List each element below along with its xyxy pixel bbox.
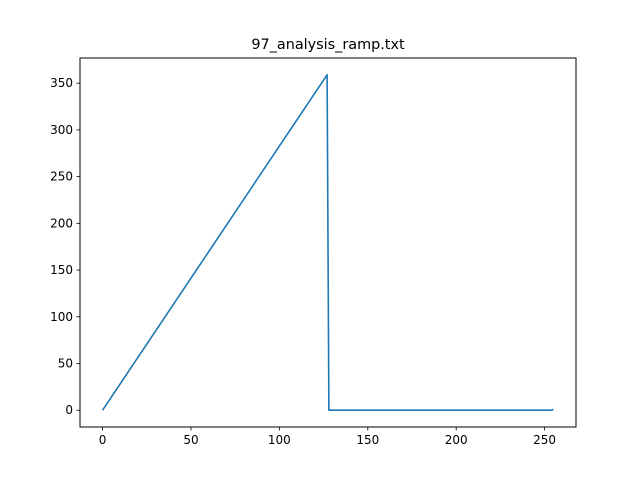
x-tick-label: 200 — [445, 433, 468, 447]
series-line — [101, 73, 554, 412]
chart-title: 97_analysis_ramp.txt — [251, 37, 405, 53]
y-tick-label: 0 — [65, 403, 73, 417]
y-tick-label: 50 — [58, 357, 73, 371]
x-tick-label: 250 — [533, 433, 556, 447]
y-tick-label: 250 — [50, 170, 73, 184]
plot-area-frame — [79, 57, 577, 428]
x-tick-label: 0 — [99, 433, 107, 447]
y-axis: 0 50 100 150 200 250 300 350 — [50, 76, 80, 417]
x-axis: 0 50 100 150 200 250 — [99, 427, 556, 447]
x-tick-label: 100 — [268, 433, 291, 447]
y-tick-label: 300 — [50, 123, 73, 137]
x-tick-label: 50 — [183, 433, 198, 447]
series-layer — [101, 73, 554, 412]
y-tick-label: 200 — [50, 216, 73, 230]
y-tick-label: 350 — [50, 76, 73, 90]
x-tick-label: 150 — [356, 433, 379, 447]
y-tick-label: 100 — [50, 310, 73, 324]
y-tick-label: 150 — [50, 263, 73, 277]
